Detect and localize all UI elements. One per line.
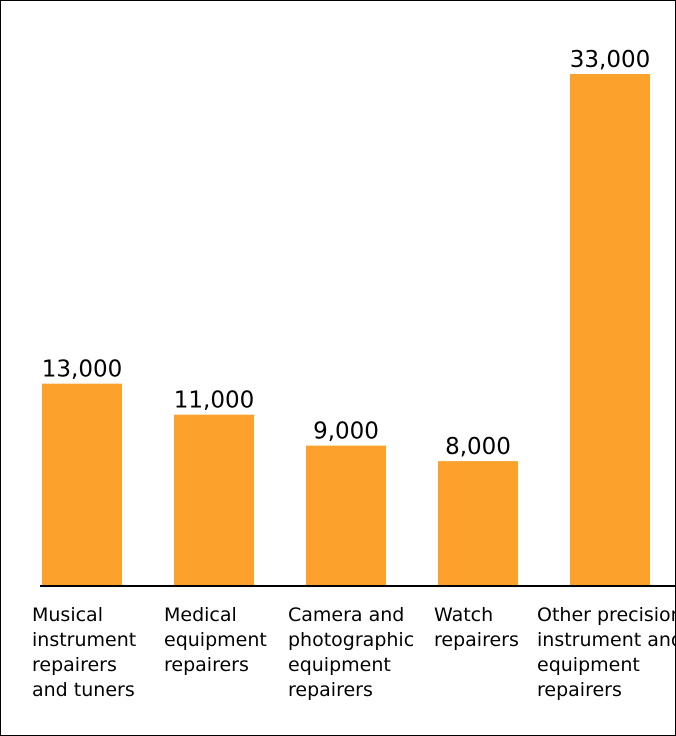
category-label: Camera and photographic equipment repairers <box>288 604 414 701</box>
bar <box>570 74 650 585</box>
value-label: 9,000 <box>313 419 379 445</box>
value-label: 13,000 <box>42 357 122 383</box>
value-label: 8,000 <box>445 434 511 460</box>
value-label: 11,000 <box>174 388 254 414</box>
category-label: Other precision instrument and equipment re… <box>537 604 675 701</box>
category-label: Musical instrument repairers and tuners <box>32 604 136 701</box>
category-label: Medical equipment repairers <box>164 604 267 676</box>
bar <box>42 383 122 585</box>
value-label: 33,000 <box>570 47 650 73</box>
bar <box>174 414 254 585</box>
category-label: Watch repairers <box>434 604 519 651</box>
bar <box>438 461 518 585</box>
bar <box>306 445 386 585</box>
